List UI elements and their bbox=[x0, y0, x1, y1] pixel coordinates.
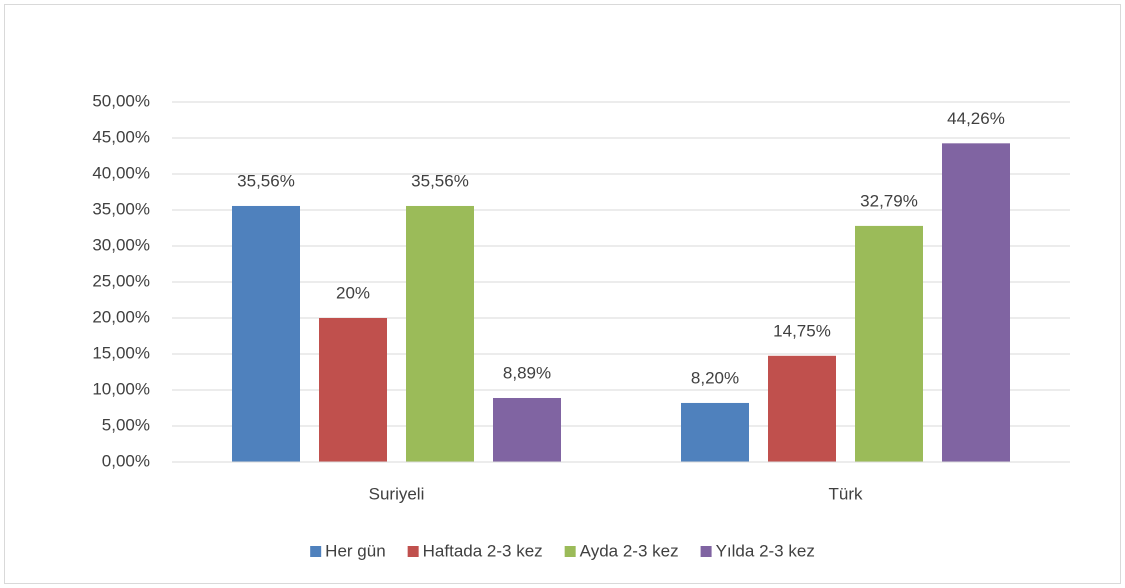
data-label: 44,26% bbox=[947, 109, 1005, 128]
data-label: 8,20% bbox=[691, 368, 739, 387]
legend-label: Haftada 2-3 kez bbox=[423, 541, 543, 560]
y-tick-label: 15,00% bbox=[92, 343, 150, 362]
bar bbox=[406, 205, 474, 462]
bar bbox=[232, 205, 300, 462]
x-tick-label: Suriyeli bbox=[369, 484, 425, 503]
legend-label: Ayda 2-3 kez bbox=[580, 541, 679, 560]
data-label: 35,56% bbox=[411, 171, 469, 190]
y-tick-label: 30,00% bbox=[92, 235, 150, 254]
y-tick-label: 25,00% bbox=[92, 271, 150, 290]
y-tick-label: 45,00% bbox=[92, 127, 150, 146]
y-tick-label: 40,00% bbox=[92, 163, 150, 182]
legend-swatch bbox=[700, 546, 712, 557]
data-label: 35,56% bbox=[237, 171, 295, 190]
legend-swatch bbox=[310, 546, 322, 557]
x-tick-label: Türk bbox=[829, 484, 864, 503]
bar bbox=[319, 318, 387, 462]
y-tick-label: 10,00% bbox=[92, 379, 150, 398]
y-tick-label: 20,00% bbox=[92, 307, 150, 326]
legend-swatch bbox=[407, 546, 419, 557]
legend-swatch bbox=[564, 546, 576, 557]
legend-label: Yılda 2-3 kez bbox=[716, 541, 815, 560]
chart-frame bbox=[4, 4, 1121, 584]
data-label: 8,89% bbox=[503, 363, 551, 382]
y-tick-label: 5,00% bbox=[102, 415, 150, 434]
bar bbox=[681, 402, 749, 462]
data-label: 20% bbox=[336, 283, 370, 302]
y-tick-label: 0,00% bbox=[102, 451, 150, 470]
bar bbox=[855, 225, 923, 462]
legend-label: Her gün bbox=[325, 541, 385, 560]
data-label: 14,75% bbox=[773, 321, 831, 340]
bar bbox=[768, 355, 836, 462]
y-tick-label: 50,00% bbox=[92, 91, 150, 110]
data-label: 32,79% bbox=[860, 191, 918, 210]
bar bbox=[942, 143, 1010, 462]
bar bbox=[493, 397, 561, 462]
y-tick-label: 35,00% bbox=[92, 199, 150, 218]
